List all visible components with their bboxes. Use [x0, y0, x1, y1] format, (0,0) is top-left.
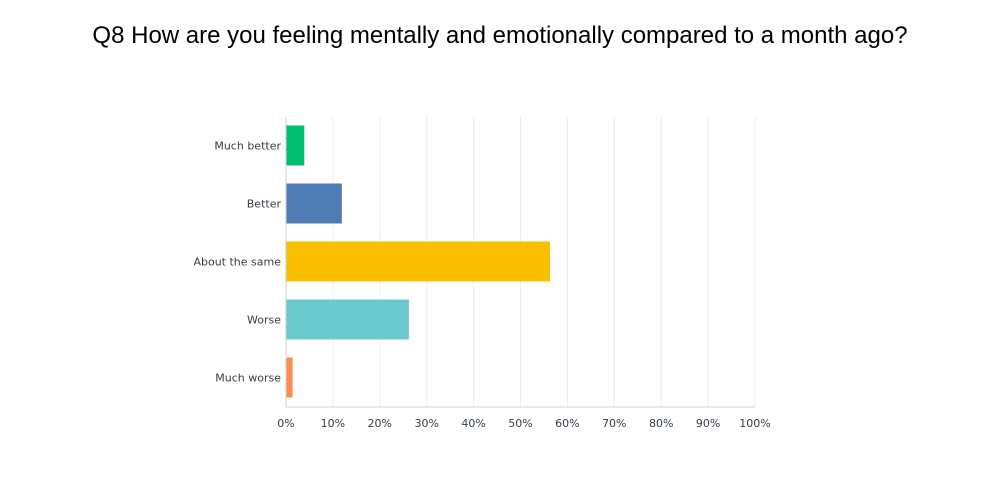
y-category-label: Worse — [247, 314, 281, 327]
y-category-label: Much better — [214, 140, 281, 153]
x-tick-label: 100% — [739, 417, 770, 430]
x-tick-label: 0% — [277, 417, 294, 430]
chart-title: Q8 How are you feeling mentally and emot… — [92, 22, 908, 49]
y-category-label: About the same — [193, 256, 281, 269]
bar — [286, 357, 293, 398]
y-category-label: Much worse — [215, 372, 281, 385]
y-category-label: Better — [247, 198, 282, 211]
x-tick-label: 80% — [649, 417, 673, 430]
x-tick-label: 60% — [555, 417, 579, 430]
x-tick-label: 30% — [414, 417, 438, 430]
x-tick-label: 50% — [508, 417, 532, 430]
bar — [286, 183, 342, 224]
bar — [286, 241, 551, 282]
x-tick-label: 10% — [321, 417, 345, 430]
x-tick-label: 20% — [368, 417, 392, 430]
bar — [286, 125, 305, 166]
x-tick-label: 90% — [696, 417, 720, 430]
x-tick-label: 70% — [602, 417, 626, 430]
x-tick-label: 40% — [461, 417, 485, 430]
bar — [286, 299, 409, 340]
